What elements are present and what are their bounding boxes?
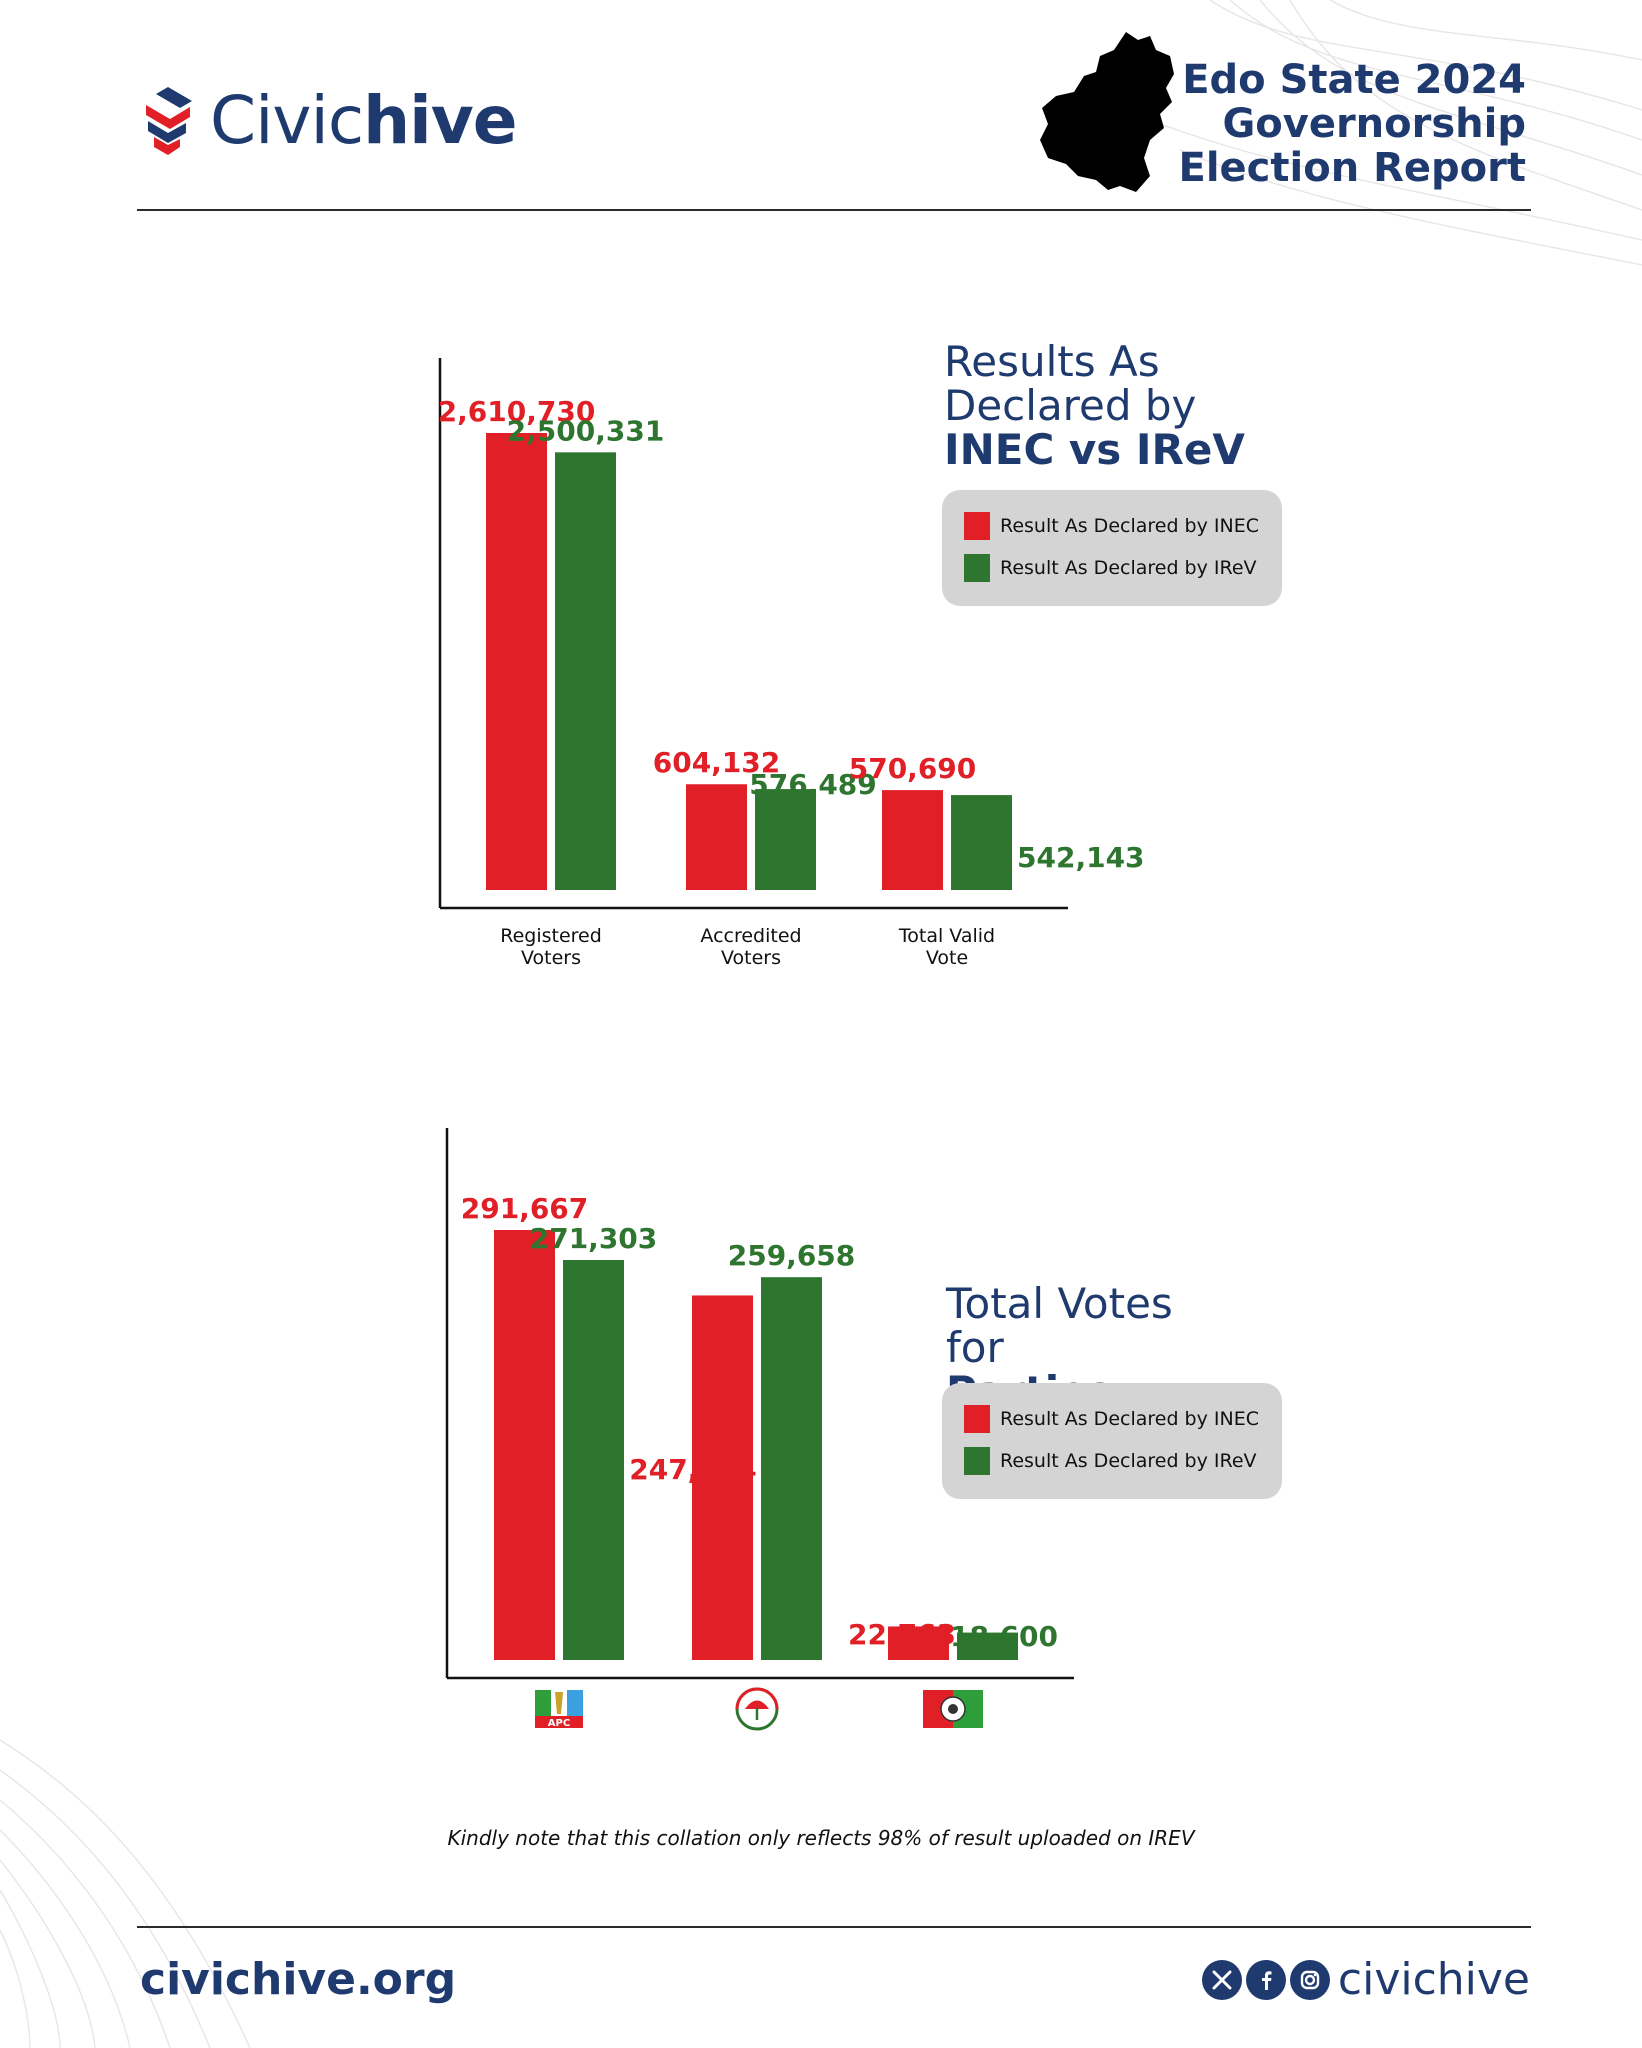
chart2-axes [445, 1128, 1074, 1680]
data-label-inec-1: 247,274 [629, 1453, 757, 1486]
legend-label-inec: Result As Declared by INEC [1000, 515, 1259, 537]
bar-irev-2 [951, 795, 1012, 890]
chart-total-votes-parties: 291,667 271,303 APC 247,274 259,658 22,763 18,… [400, 1100, 1160, 1760]
tick-label-0-line0: Registered [500, 925, 602, 947]
chart1-axes [438, 358, 1068, 910]
data-label-irev-2: 18,600 [950, 1620, 1058, 1653]
bar-irev-0 [563, 1260, 624, 1660]
header-divider [137, 209, 1531, 211]
legend2-item-irev: Result As Declared by IReV [964, 1447, 1257, 1475]
data-label-inec-0: 2,610,730 [438, 395, 596, 428]
footer-divider [137, 1926, 1531, 1928]
chart1-legend: Result As Declared by INEC Result As Dec… [942, 490, 1282, 606]
report-title-line2: Governorship [1222, 101, 1526, 147]
bar-inec-1 [686, 784, 747, 890]
legend-swatch-irev [964, 554, 990, 582]
apc-logo-icon: APC [535, 1690, 583, 1729]
legend2-swatch-inec [964, 1405, 990, 1433]
chart-results-inec-vs-irev-plot: 2,610,7302,500,331RegisteredVoters604,13… [438, 358, 1145, 969]
legend2-label-inec: Result As Declared by INEC [1000, 1408, 1259, 1430]
data-label-inec-0: 291,667 [461, 1192, 589, 1225]
civichive-logo: Civic hive [140, 82, 518, 159]
lp-logo-icon [923, 1690, 983, 1728]
chart2-title-for: for [946, 1323, 1004, 1372]
data-label-inec-2: 22,763 [848, 1618, 956, 1651]
bar-irev-1 [761, 1277, 822, 1660]
data-label-irev-0: 2,500,331 [507, 414, 665, 447]
social-handle[interactable]: civichive [1337, 1954, 1530, 2005]
legend2-swatch-irev [964, 1447, 990, 1475]
social-links: civichive [1201, 1954, 1530, 2005]
tick-label-1-line0: Accredited [700, 925, 801, 947]
legend-swatch-inec [964, 512, 990, 540]
data-label-irev-1: 259,658 [728, 1239, 856, 1272]
data-label-inec-1: 604,132 [653, 746, 781, 779]
website-link[interactable]: civichive.org [140, 1954, 457, 2005]
brand-name-part1: Civic [210, 82, 364, 159]
legend2-item-inec: Result As Declared by INEC [964, 1405, 1259, 1433]
chart2-legend: Result As Declared by INEC Result As Dec… [942, 1383, 1282, 1499]
bar-inec-1 [692, 1295, 753, 1660]
report-title: Edo State 2024 Governorship Election Rep… [1179, 58, 1526, 190]
tick-label-1-line1: Voters [721, 947, 781, 969]
instagram-icon[interactable] [1289, 1959, 1330, 2000]
report-title-line1: Edo State 2024 [1182, 57, 1526, 103]
bar-inec-2 [882, 790, 943, 890]
legend-label-irev: Result As Declared by IReV [1000, 557, 1257, 579]
chart1-title-line2: Declared by [944, 381, 1197, 430]
facebook-icon[interactable] [1245, 1959, 1286, 2000]
legend-item-inec: Result As Declared by INEC [964, 512, 1259, 540]
chart-results-inec-vs-irev: 2,610,730 2,500,331 Registered Voters 604,13… [400, 330, 1160, 980]
bar-inec-0 [494, 1230, 555, 1660]
data-label-inec-2: 570,690 [849, 752, 977, 785]
brand-name-part2: hive [363, 82, 517, 159]
collation-note: Kindly note that this collation only ref… [447, 1826, 1195, 1850]
chart1-title-line1: Results As [944, 337, 1160, 386]
legend-item-irev: Result As Declared by IReV [964, 554, 1257, 582]
tick-label-2-line1: Vote [926, 947, 968, 969]
chart2-title-line1: Total Votes [946, 1279, 1173, 1328]
data-label-irev-2: 542,143 [1017, 841, 1145, 874]
chart2-group-1: 247,274 259,658 [629, 1239, 856, 1731]
bar-inec-0 [486, 433, 547, 890]
edo-state-map-icon [1040, 32, 1174, 192]
report-title-line3: Election Report [1178, 145, 1526, 191]
chart1-title: Results As Declared by INEC vs IReV [944, 340, 1245, 472]
bar-inec-2 [888, 1626, 949, 1660]
pdp-logo-icon [735, 1687, 779, 1731]
tick-label-0-line1: Voters [521, 947, 581, 969]
bar-irev-1 [755, 789, 816, 890]
civichive-mark-icon [146, 86, 192, 155]
x-icon[interactable] [1201, 1959, 1242, 2000]
bar-irev-0 [555, 452, 616, 890]
data-label-irev-0: 271,303 [530, 1222, 658, 1255]
apc-logo-text: APC [548, 1718, 570, 1729]
data-label-irev-1: 576,489 [749, 768, 877, 801]
chart1-title-bold: INEC vs IReV [944, 425, 1245, 474]
legend2-label-irev: Result As Declared by IReV [1000, 1450, 1257, 1472]
bar-irev-2 [957, 1632, 1018, 1660]
tick-label-2-line0: Total Valid [898, 925, 995, 947]
